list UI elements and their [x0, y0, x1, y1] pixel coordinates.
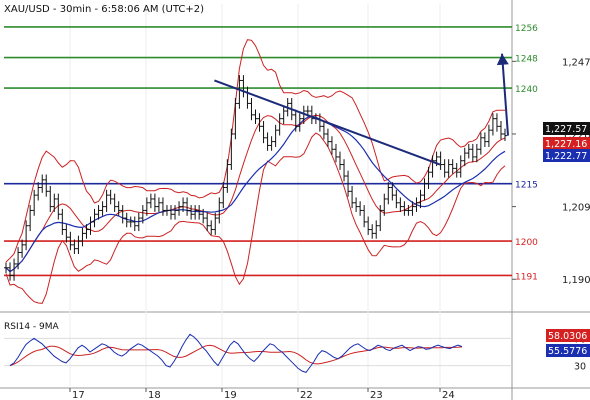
price-badge-bg — [543, 149, 590, 162]
price-badge: 1,227.16 — [545, 139, 587, 150]
rsi-badge: 55.5776 — [548, 346, 587, 357]
level-label-1240: 1240 — [515, 85, 538, 95]
price-tick-label: 1,228 — [562, 130, 590, 141]
trendline — [214, 79, 441, 166]
level-label-bg-1240 — [513, 82, 539, 95]
rsi-badge-bg — [546, 329, 590, 342]
rsi-badge-bg — [546, 344, 590, 357]
level-label-bg-1200 — [513, 235, 539, 248]
level-label-bg-1248 — [513, 51, 539, 64]
chart-title: XAU/USD - 30min - 6:58:06 AM (UTC+2) — [4, 4, 204, 15]
level-label-bg-1191 — [513, 269, 539, 282]
level-label-1215: 1215 — [515, 181, 538, 191]
x-tick-label: 19 — [224, 390, 237, 400]
rsi-ma-line — [9, 344, 463, 367]
price-badge-bg — [543, 122, 590, 135]
x-tick-label: 22 — [300, 390, 313, 400]
x-tick-label: 24 — [442, 390, 455, 400]
lower-band — [5, 132, 506, 304]
level-label-1248: 1248 — [515, 55, 538, 65]
price-badge: 1,222.77 — [545, 151, 587, 162]
rsi-badge: 58.0306 — [548, 331, 587, 342]
price-badge: 1,227.57 — [545, 124, 587, 135]
projection-arrow — [501, 53, 509, 136]
upper-band — [5, 39, 505, 263]
price-tick-label: 1,209 — [562, 203, 590, 214]
level-label-1256: 1256 — [515, 24, 538, 34]
x-tick-label: 17 — [72, 390, 85, 400]
rsi-tick-label: 30 — [574, 362, 586, 373]
rsi-line — [9, 333, 463, 373]
level-label-1200: 1200 — [515, 238, 538, 248]
price-badge-bg — [543, 137, 590, 150]
x-tick-label: 18 — [148, 390, 161, 400]
projection-arrow-head — [496, 53, 509, 66]
moving-average — [5, 115, 506, 273]
level-label-bg-1256 — [513, 20, 539, 33]
price-tick-label: 1,190 — [562, 275, 590, 286]
price-tick-label: 1,247 — [562, 57, 590, 68]
level-label-1191: 1191 — [515, 272, 538, 282]
level-label-bg-1215 — [513, 177, 539, 190]
rsi-label: RSI14 - 9MA — [4, 322, 60, 332]
x-tick-label: 23 — [370, 390, 383, 400]
